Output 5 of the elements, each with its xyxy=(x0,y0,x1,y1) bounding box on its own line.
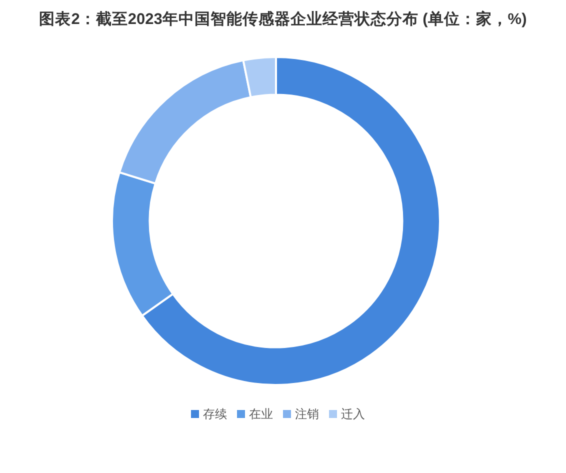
legend-label: 迁入 xyxy=(341,407,365,421)
chart-title: 图表2：截至2023年中国智能传感器企业经营状态分布 (单位：家，%) xyxy=(38,10,528,30)
legend-label: 在业 xyxy=(249,407,273,421)
legend-label: 存续 xyxy=(203,407,227,421)
legend-label: 注销 xyxy=(295,407,319,421)
